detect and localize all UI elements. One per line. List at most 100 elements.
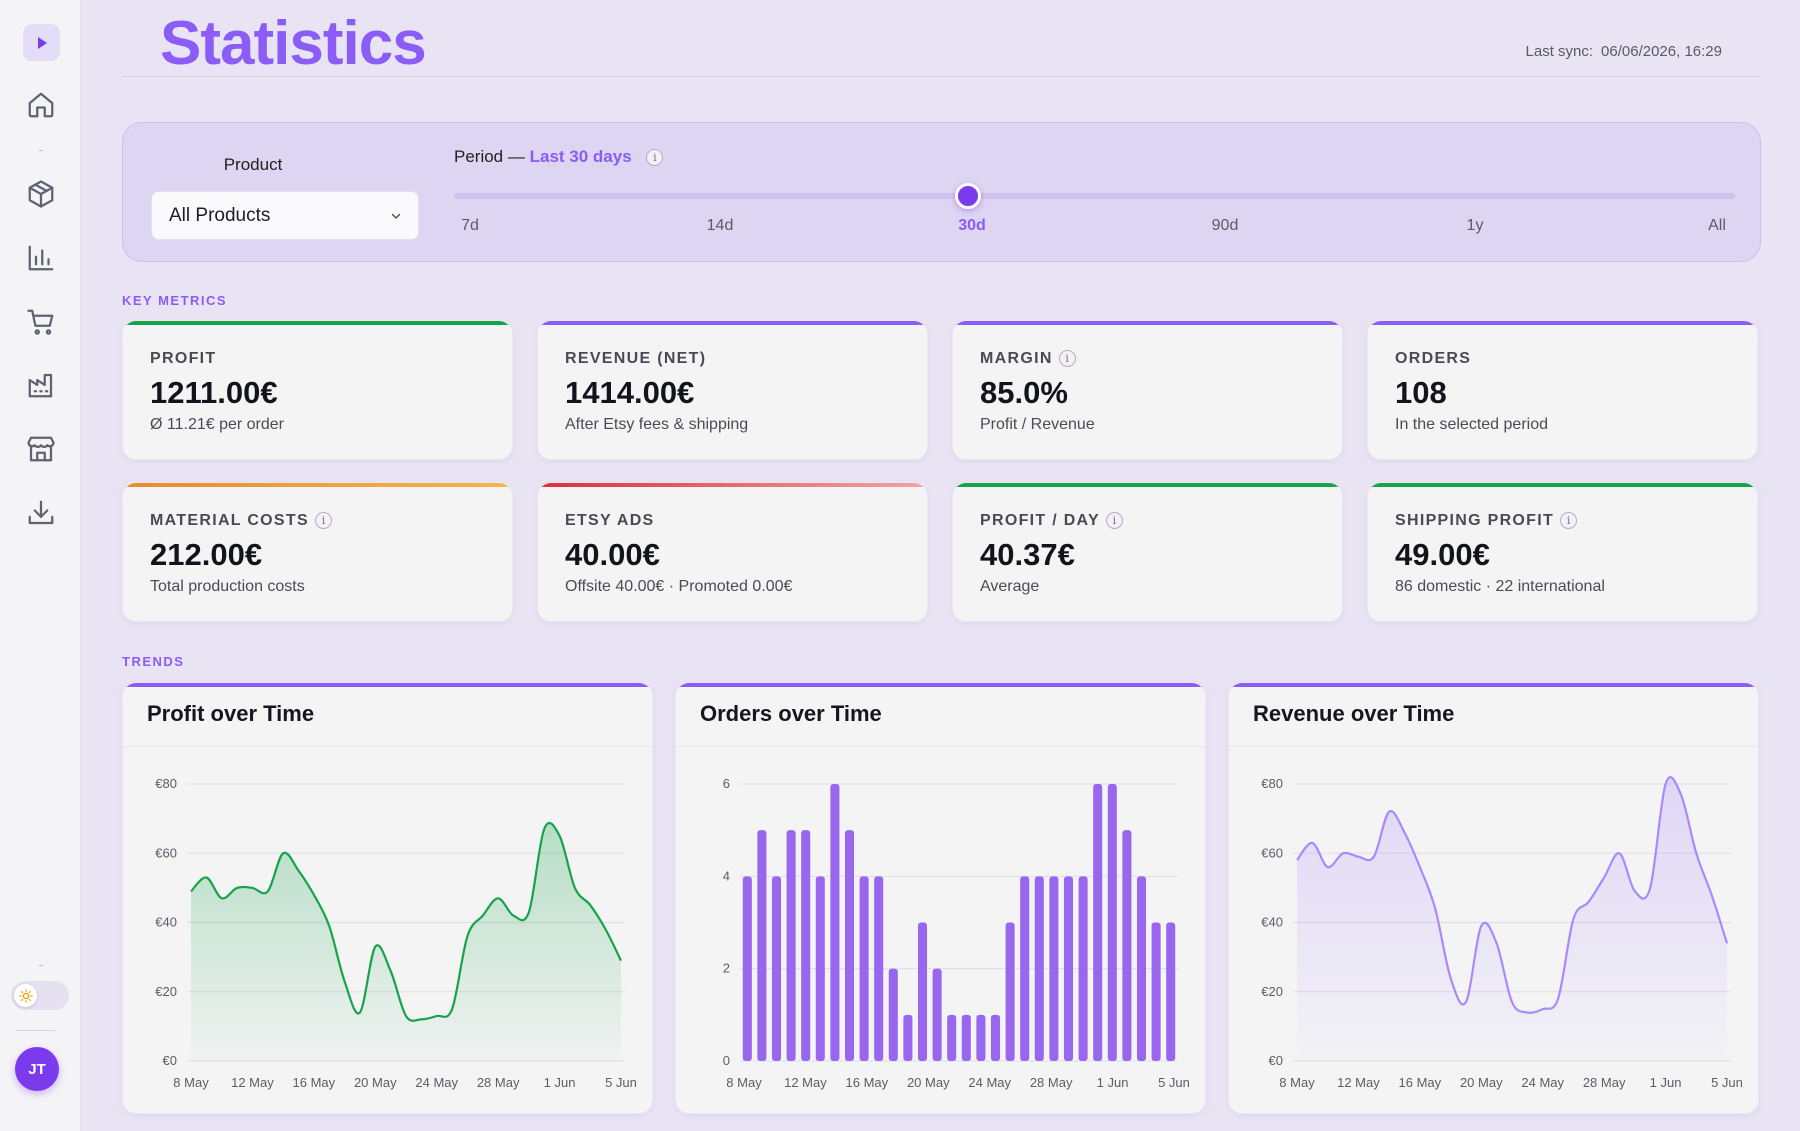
info-icon[interactable]: i [646,149,664,167]
bar[interactable] [903,1014,913,1061]
bar[interactable] [917,922,928,1062]
bar[interactable] [815,876,825,1061]
info-icon[interactable]: i [1560,512,1578,530]
y-tick-label: €0 [1269,1053,1283,1068]
metric-subtext: Ø 11.21€ per order [150,416,285,433]
bar[interactable] [742,876,752,1061]
y-tick-label: €40 [155,915,177,930]
bar[interactable] [947,1014,957,1061]
shopping-cart-icon[interactable] [23,304,59,340]
metric-value: 40.37€ [980,537,1075,572]
product-select[interactable]: All Products [151,191,419,240]
chart-svg: €0 €20 €40 €60 €80 8 May 12 May 16 May 20 May 24 … [155,776,637,1090]
download-icon[interactable] [23,495,59,531]
last-sync: Last sync: 06/06/2026, 16:29 [1526,43,1722,60]
y-tick-label: €20 [1261,984,1283,999]
info-icon[interactable]: i [1105,512,1123,530]
bar[interactable] [1136,876,1147,1061]
bar[interactable] [844,830,855,1061]
bar[interactable] [1093,784,1103,1061]
store-icon[interactable] [23,431,59,467]
metric-subtext: Profit / Revenue [980,416,1095,433]
theme-toggle[interactable] [11,981,69,1010]
metric-label: PROFIT [150,350,216,368]
bar[interactable] [1005,922,1015,1062]
period-tick-0[interactable]: 7d [461,217,479,234]
bar[interactable] [771,876,782,1061]
x-tick-label: 8 May [1279,1075,1315,1090]
metric-label: MATERIAL COSTS i [150,512,332,530]
metric-card: ORDERS 108 In the selected period [1367,320,1758,460]
logo-play-icon[interactable] [23,24,60,61]
header-divider [122,76,1760,77]
x-tick-label: 1 Jun [1650,1075,1682,1090]
bar[interactable] [1078,876,1088,1061]
metric-card: MATERIAL COSTS i 212.00€ Total production c… [122,482,513,622]
bar[interactable] [757,830,767,1061]
bar[interactable] [1020,876,1030,1061]
bar[interactable] [786,830,796,1061]
avatar[interactable]: JT [15,1047,59,1091]
period-tick-3[interactable]: 90d [1211,217,1239,234]
period-tick-1[interactable]: 14d [706,217,734,234]
bar[interactable] [1166,922,1176,1062]
bar-chart-icon[interactable] [23,240,59,276]
bar[interactable] [1034,876,1044,1061]
x-tick-label: 8 May [173,1075,209,1090]
x-tick-label: 12 May [231,1075,274,1090]
period-slider-track[interactable] [454,193,1735,199]
filter-panel: Product All Products Period — Last 30 da… [122,122,1761,262]
metric-subtext: 86 domestic · 22 international [1395,578,1605,595]
series-line[interactable] [1296,776,1729,1014]
bar[interactable] [1049,876,1059,1061]
bar[interactable] [1151,922,1161,1062]
bar[interactable] [859,876,869,1061]
x-tick-label: 28 May [1030,1075,1073,1090]
y-tick-label: €0 [163,1053,177,1068]
metric-value: 1211.00€ [150,375,278,410]
bar[interactable] [961,1014,971,1061]
metric-label-text: ETSY ADS [565,512,655,529]
bar[interactable] [990,1014,1001,1061]
bar[interactable] [1122,830,1132,1061]
metric-value: 108 [1395,375,1447,410]
x-tick-label: 12 May [784,1075,827,1090]
chart-title: Orders over Time [700,701,882,726]
metric-label: PROFIT / DAY i [980,512,1123,530]
x-tick-label: 20 May [907,1075,950,1090]
period-slider-thumb[interactable] [955,183,981,209]
bar[interactable] [830,784,840,1061]
metric-label: MARGIN i [980,350,1076,368]
x-tick-label: 12 May [1337,1075,1380,1090]
metric-card: REVENUE (NET) 1414.00€ After Etsy fees & s… [537,320,928,460]
factory-icon[interactable] [23,367,59,403]
x-tick-label: 5 Jun [1158,1075,1190,1090]
metric-subtext: Offsite 40.00€ · Promoted 0.00€ [565,578,793,595]
package-icon[interactable] [23,176,59,212]
bar[interactable] [888,968,898,1061]
metric-subtext: In the selected period [1395,416,1548,433]
x-tick-label: 1 Jun [544,1075,576,1090]
period-tick-5[interactable]: All [1708,217,1726,234]
x-tick-label: 20 May [354,1075,397,1090]
chart-svg: 0 2 4 6 8 May 12 May 16 May 20 May 24 May 28 May 1… [723,776,1190,1090]
area-fill [191,822,621,1061]
bar[interactable] [801,830,811,1061]
bar[interactable] [932,968,942,1061]
home-icon[interactable] [23,87,59,123]
metric-value: 1414.00€ [565,375,695,410]
y-tick-label: €80 [1261,776,1283,791]
metric-accent-bar [1368,483,1757,487]
period-tick-4[interactable]: 1y [1466,217,1484,234]
bar[interactable] [1063,876,1074,1061]
chart-accent-bar [676,683,1205,687]
chart-card: Revenue over Time €0 €20 €40 €60 €80 8 May 12 M… [1228,682,1759,1114]
bar[interactable] [976,1014,986,1061]
last-sync-value: 06/06/2026, 16:29 [1601,43,1722,60]
period-tick-2[interactable]: 30d [958,217,986,234]
info-icon[interactable]: i [314,512,332,530]
bar[interactable] [874,876,884,1061]
bar[interactable] [1107,784,1117,1061]
section-label-trends: TRENDS [122,654,185,669]
info-icon[interactable]: i [1058,350,1076,368]
